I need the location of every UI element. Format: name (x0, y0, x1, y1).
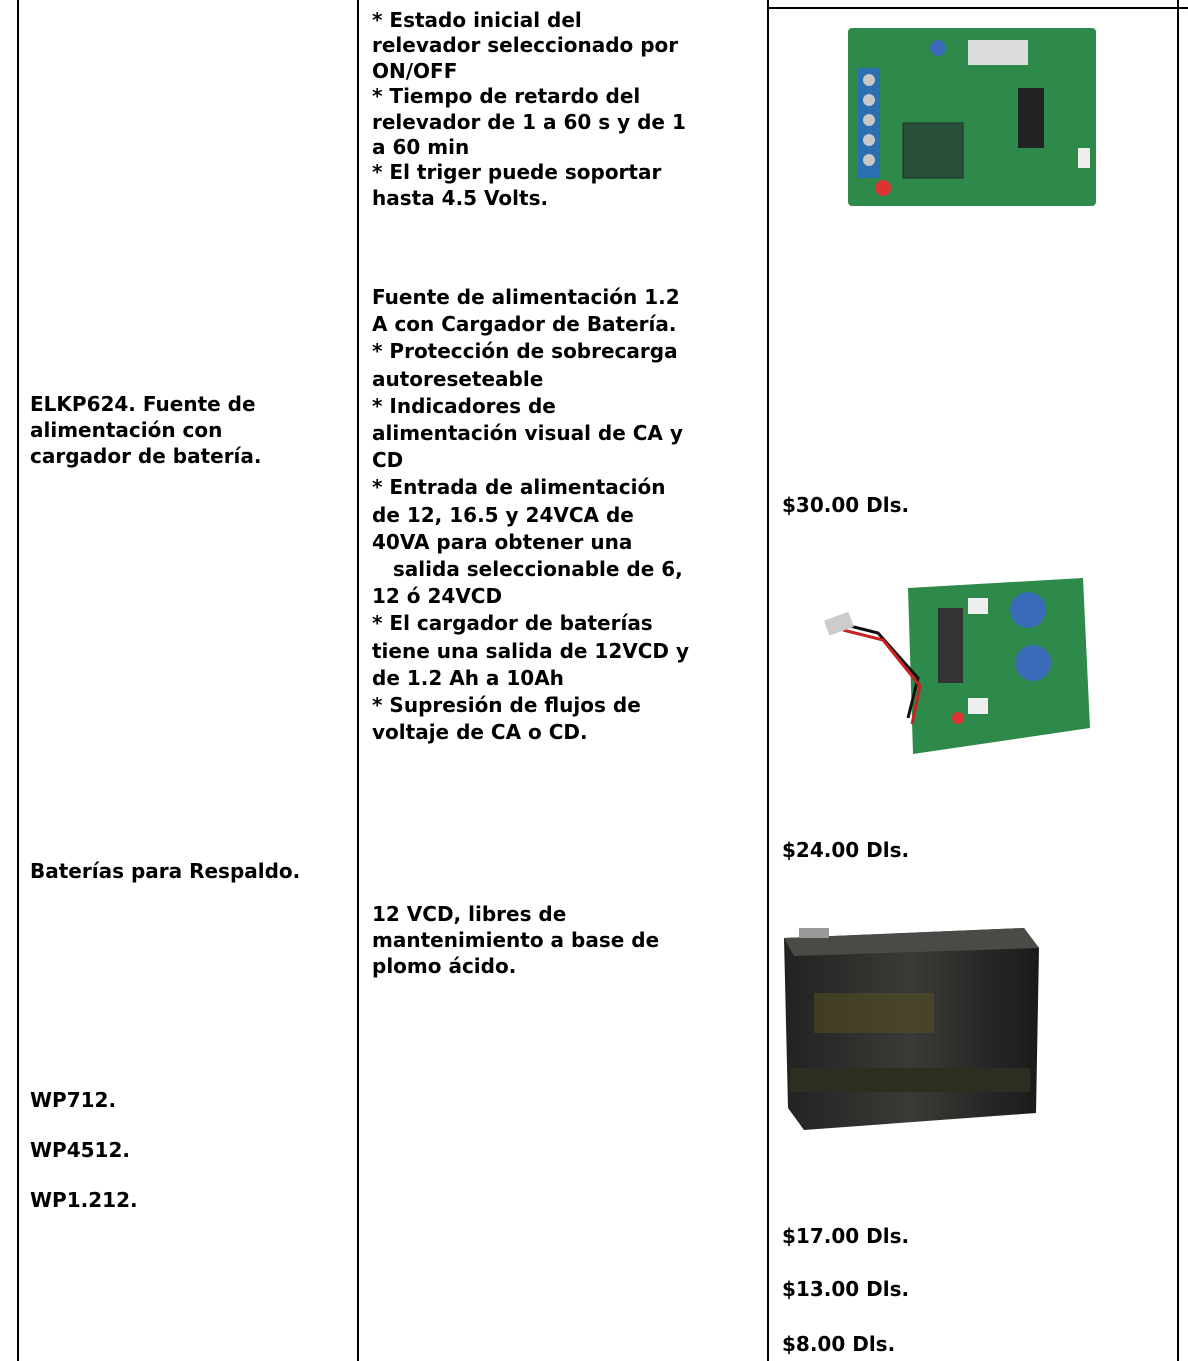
text-line: mantenimiento a base de (372, 928, 660, 952)
text-line: Fuente de alimentación 1.2 (372, 285, 680, 309)
text-line: * Indicadores de (372, 393, 556, 418)
table-border (767, 0, 769, 1361)
text-line: voltaje de CA o CD. (372, 720, 588, 745)
text-line: * Protección de sobrecarga (372, 339, 678, 364)
text-line: alimentación con (30, 418, 223, 442)
text-line: $13.00 Dls. (782, 1277, 910, 1301)
table-border (357, 0, 359, 1361)
text-line: A con Cargador de Batería. (372, 312, 677, 337)
text-line: * Supresión de flujos de (372, 693, 641, 717)
text-line: hasta 4.5 Volts. (372, 185, 549, 210)
text-line: de 1.2 Ah a 10Ah (372, 665, 564, 690)
text-line: 40VA para obtener una (372, 529, 633, 554)
text-line: WP4512. (30, 1138, 130, 1162)
text-line: WP1.212. (30, 1188, 138, 1212)
text-line: $24.00 Dls. (782, 838, 910, 862)
table-border (17, 0, 19, 1361)
text-line: 12 VCD, libres de (372, 902, 567, 926)
text-line: autoreseteable (372, 366, 544, 391)
text-line: * Estado inicial del (372, 8, 582, 32)
text-line: CD (372, 448, 404, 473)
text-line: $17.00 Dls. (782, 1224, 910, 1248)
text-line: * El cargador de baterías (372, 611, 653, 636)
text-line: relevador de 1 a 60 s y de 1 (372, 109, 686, 134)
power-supply-image (823, 578, 1090, 754)
relay-board-image (848, 28, 1096, 206)
text-line: $30.00 Dls. (782, 493, 910, 517)
text-line: 12 ó 24VCD (372, 584, 503, 609)
text-line: Baterías para Respaldo. (30, 859, 301, 883)
text-line: alimentación visual de CA y (372, 421, 683, 445)
text-line: * Tiempo de retardo del (372, 84, 641, 109)
table-border (767, 7, 1188, 9)
text-line: ON/OFF (372, 58, 458, 83)
text-line: tiene una salida de 12VCD y (372, 638, 690, 663)
table-border (1177, 0, 1179, 1361)
text-line: * Entrada de alimentación (372, 475, 666, 500)
text-line: WP712. (30, 1088, 117, 1112)
text-line: de 12, 16.5 y 24VCA de (372, 502, 634, 527)
text-line: salida seleccionable de 6, (372, 557, 683, 581)
text-line: cargador de batería. (30, 444, 262, 468)
text-line: relevador seleccionado por (372, 33, 679, 58)
text-line: a 60 min (372, 135, 470, 159)
text-line: ELKP624. Fuente de (30, 392, 256, 416)
text-line: * El triger puede soportar (372, 160, 662, 185)
text-line: plomo ácido. (372, 954, 517, 978)
text-line: $8.00 Dls. (782, 1332, 896, 1356)
battery-image (784, 928, 1039, 1130)
